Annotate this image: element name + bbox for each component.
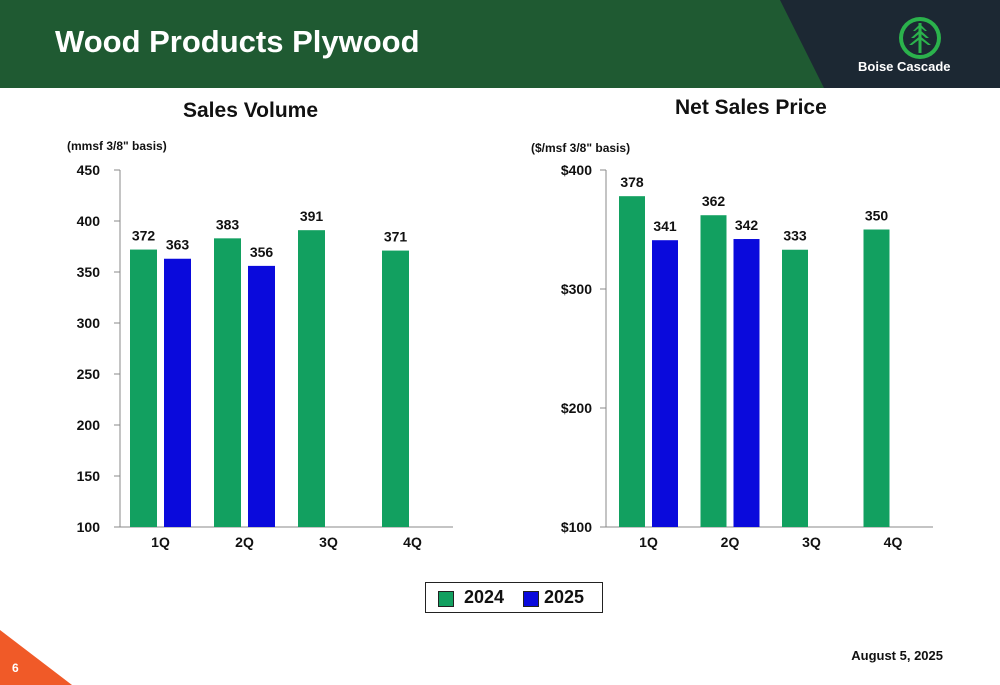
slide-date: August 5, 2025 — [851, 648, 943, 663]
x-tick-label: 2Q — [721, 534, 740, 550]
y-tick-label: 450 — [77, 162, 101, 178]
bar-2024-2Q — [214, 238, 241, 527]
data-label: 341 — [653, 218, 677, 234]
y-tick-label: 100 — [77, 519, 101, 535]
data-label: 342 — [735, 217, 759, 233]
page-number: 6 — [12, 661, 19, 675]
header-logo-panel — [780, 0, 1000, 88]
bar-2024-4Q — [382, 250, 409, 527]
legend-label-2025: 2025 — [544, 587, 585, 607]
y-tick-label: 300 — [77, 315, 101, 331]
bar-2024-3Q — [782, 249, 808, 528]
y-axis-label: (mmsf 3/8" basis) — [67, 139, 167, 153]
x-tick-label: 3Q — [319, 534, 338, 550]
bar-2024-1Q — [619, 196, 645, 527]
brand-name: Boise Cascade — [858, 59, 951, 74]
legend-label-2024: 2024 — [464, 587, 505, 607]
data-label: 391 — [300, 208, 324, 224]
x-tick-label: 1Q — [151, 534, 170, 550]
slide-title: Wood Products Plywood — [55, 24, 420, 59]
legend-swatch-2024 — [438, 591, 454, 607]
y-tick-label: $200 — [561, 400, 592, 416]
tree-logo-icon — [899, 17, 941, 59]
legend-swatch-2025 — [523, 591, 539, 607]
data-label: 378 — [620, 174, 644, 190]
data-label: 363 — [166, 237, 190, 253]
x-tick-label: 3Q — [802, 534, 821, 550]
x-tick-label: 2Q — [235, 534, 254, 550]
bar-2025-2Q — [733, 239, 760, 527]
data-label: 371 — [384, 229, 408, 245]
bar-2024-4Q — [863, 229, 890, 527]
data-label: 383 — [216, 216, 240, 232]
data-label: 356 — [250, 244, 274, 260]
y-axis-label: ($/msf 3/8" basis) — [531, 141, 630, 155]
y-tick-label: $300 — [561, 281, 592, 297]
data-label: 350 — [865, 208, 889, 224]
bar-2025-1Q — [164, 258, 191, 527]
y-tick-label: 250 — [77, 366, 101, 382]
y-tick-label: 150 — [77, 468, 101, 484]
x-tick-label: 4Q — [403, 534, 422, 550]
y-tick-label: $400 — [561, 162, 592, 178]
data-label: 372 — [132, 228, 156, 244]
bar-2025-1Q — [652, 240, 678, 527]
chart-title-sales-volume: Sales Volume — [183, 99, 319, 122]
bar-2025-2Q — [248, 265, 275, 527]
y-tick-label: 400 — [77, 213, 101, 229]
legend: 2024 2025 — [425, 582, 603, 613]
data-label: 362 — [702, 193, 726, 209]
y-tick-label: 200 — [77, 417, 101, 433]
bar-2024-2Q — [700, 215, 727, 527]
bar-2024-1Q — [130, 249, 157, 527]
bar-2024-3Q — [298, 230, 325, 527]
chart-title-net-sales-price: Net Sales Price — [675, 96, 827, 119]
x-tick-label: 1Q — [639, 534, 658, 550]
x-tick-label: 4Q — [884, 534, 903, 550]
y-tick-label: $100 — [561, 519, 592, 535]
data-label: 333 — [783, 228, 807, 244]
y-tick-label: 350 — [77, 264, 101, 280]
